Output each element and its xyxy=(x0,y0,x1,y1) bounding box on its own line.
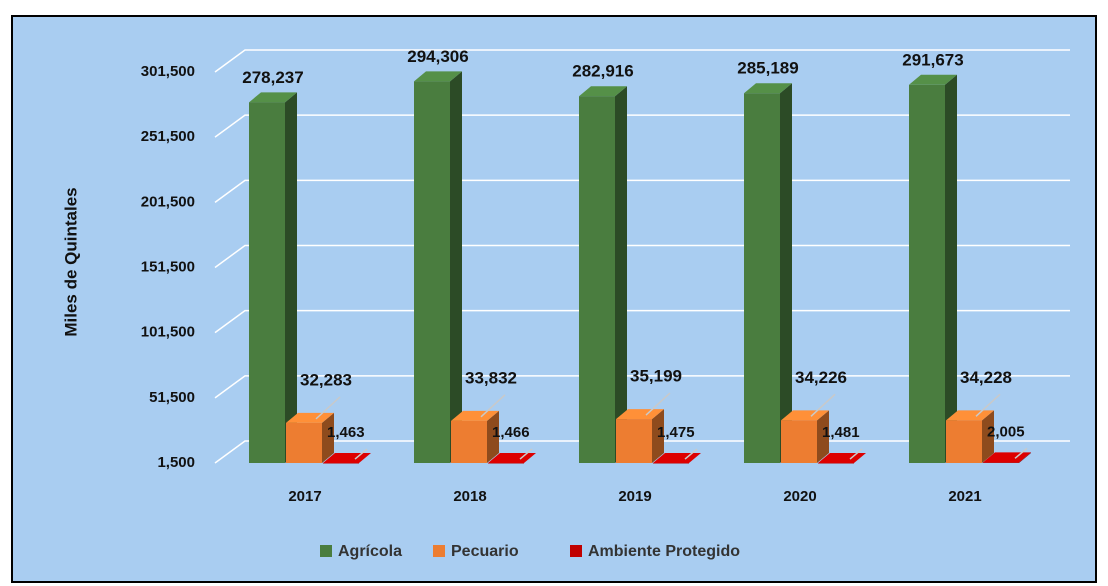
data-label: 285,189 xyxy=(737,59,798,78)
bar xyxy=(653,463,689,464)
bar-side xyxy=(615,86,627,464)
bar-side xyxy=(982,410,994,463)
bar xyxy=(414,81,450,463)
grid-line xyxy=(214,49,1070,73)
data-label: 282,916 xyxy=(572,62,633,81)
x-tick-label: 2021 xyxy=(948,488,981,505)
bar xyxy=(818,463,854,464)
data-label: 2,005 xyxy=(987,423,1025,440)
x-tick-label: 2018 xyxy=(453,488,486,505)
data-label: 1,481 xyxy=(822,424,860,441)
bar-top xyxy=(781,410,829,421)
bar-top xyxy=(414,71,462,82)
bar xyxy=(249,102,285,463)
bar xyxy=(946,420,982,463)
bar xyxy=(744,93,780,463)
data-label: 1,463 xyxy=(327,424,365,441)
bar xyxy=(909,84,945,463)
bar-top xyxy=(579,86,627,97)
leader-line xyxy=(645,392,671,416)
bar-side xyxy=(322,412,334,463)
bar xyxy=(323,463,359,464)
y-tick-label: 301,500 xyxy=(141,63,195,80)
leader-line xyxy=(684,448,698,460)
bar xyxy=(451,420,487,463)
legend-label: Agrícola xyxy=(338,543,402,560)
bar xyxy=(488,463,524,464)
legend-swatch xyxy=(570,545,582,557)
leader-line xyxy=(519,448,533,460)
legend-label: Ambiente Protegido xyxy=(588,543,740,560)
data-label: 34,226 xyxy=(795,368,847,387)
x-tick-label: 2017 xyxy=(288,488,321,505)
data-label: 1,475 xyxy=(657,424,695,441)
data-label: 34,228 xyxy=(960,368,1012,387)
bar-side xyxy=(1019,452,1031,463)
bar-top xyxy=(286,412,334,423)
y-tick-label: 251,500 xyxy=(141,128,195,145)
data-label: 294,306 xyxy=(407,47,468,66)
bar-side xyxy=(487,410,499,463)
leader-line xyxy=(354,448,368,460)
leader-line xyxy=(810,393,836,417)
y-tick-label: 201,500 xyxy=(141,193,195,210)
bar xyxy=(286,422,322,463)
leader-line xyxy=(480,394,506,418)
bar xyxy=(616,419,652,463)
data-label: 291,673 xyxy=(902,50,963,69)
bar-top xyxy=(451,410,499,421)
bar-side xyxy=(780,83,792,463)
grid-line xyxy=(214,309,1070,334)
x-tick-label: 2019 xyxy=(618,488,651,505)
bar-top xyxy=(744,83,792,94)
legend-swatch xyxy=(320,545,332,557)
leader-line xyxy=(315,396,341,420)
grid-line xyxy=(214,179,1070,203)
y-tick-label: 101,500 xyxy=(141,324,195,341)
bar-side xyxy=(450,71,462,463)
data-label: 35,199 xyxy=(630,367,682,386)
data-label: 278,237 xyxy=(242,68,303,87)
y-tick-label: 51,500 xyxy=(149,389,195,406)
bar xyxy=(781,420,817,463)
bar-side xyxy=(817,410,829,463)
bar-side xyxy=(945,74,957,463)
leader-line xyxy=(1014,447,1028,459)
leader-line xyxy=(975,393,1001,417)
leader-line xyxy=(849,448,863,460)
bar-side xyxy=(285,92,297,463)
legend-label: Pecuario xyxy=(451,543,519,560)
bar-top xyxy=(946,410,994,421)
bar-side xyxy=(652,409,664,463)
bar xyxy=(983,462,1019,463)
y-axis-title: Miles de Quintales xyxy=(61,187,80,336)
bar xyxy=(579,96,615,464)
data-label: 33,832 xyxy=(465,368,517,387)
grid-line xyxy=(214,244,1070,269)
legend-swatch xyxy=(433,545,445,557)
grid-line xyxy=(214,375,1070,399)
bar-top xyxy=(909,74,957,85)
y-tick-label: 1,500 xyxy=(157,454,195,471)
bar-top xyxy=(249,92,297,103)
y-tick-label: 151,500 xyxy=(141,258,195,275)
bar-top xyxy=(616,409,664,420)
data-label: 32,283 xyxy=(300,370,352,389)
data-label: 1,466 xyxy=(492,424,530,441)
grid-line xyxy=(214,114,1070,138)
x-tick-label: 2020 xyxy=(783,488,816,505)
